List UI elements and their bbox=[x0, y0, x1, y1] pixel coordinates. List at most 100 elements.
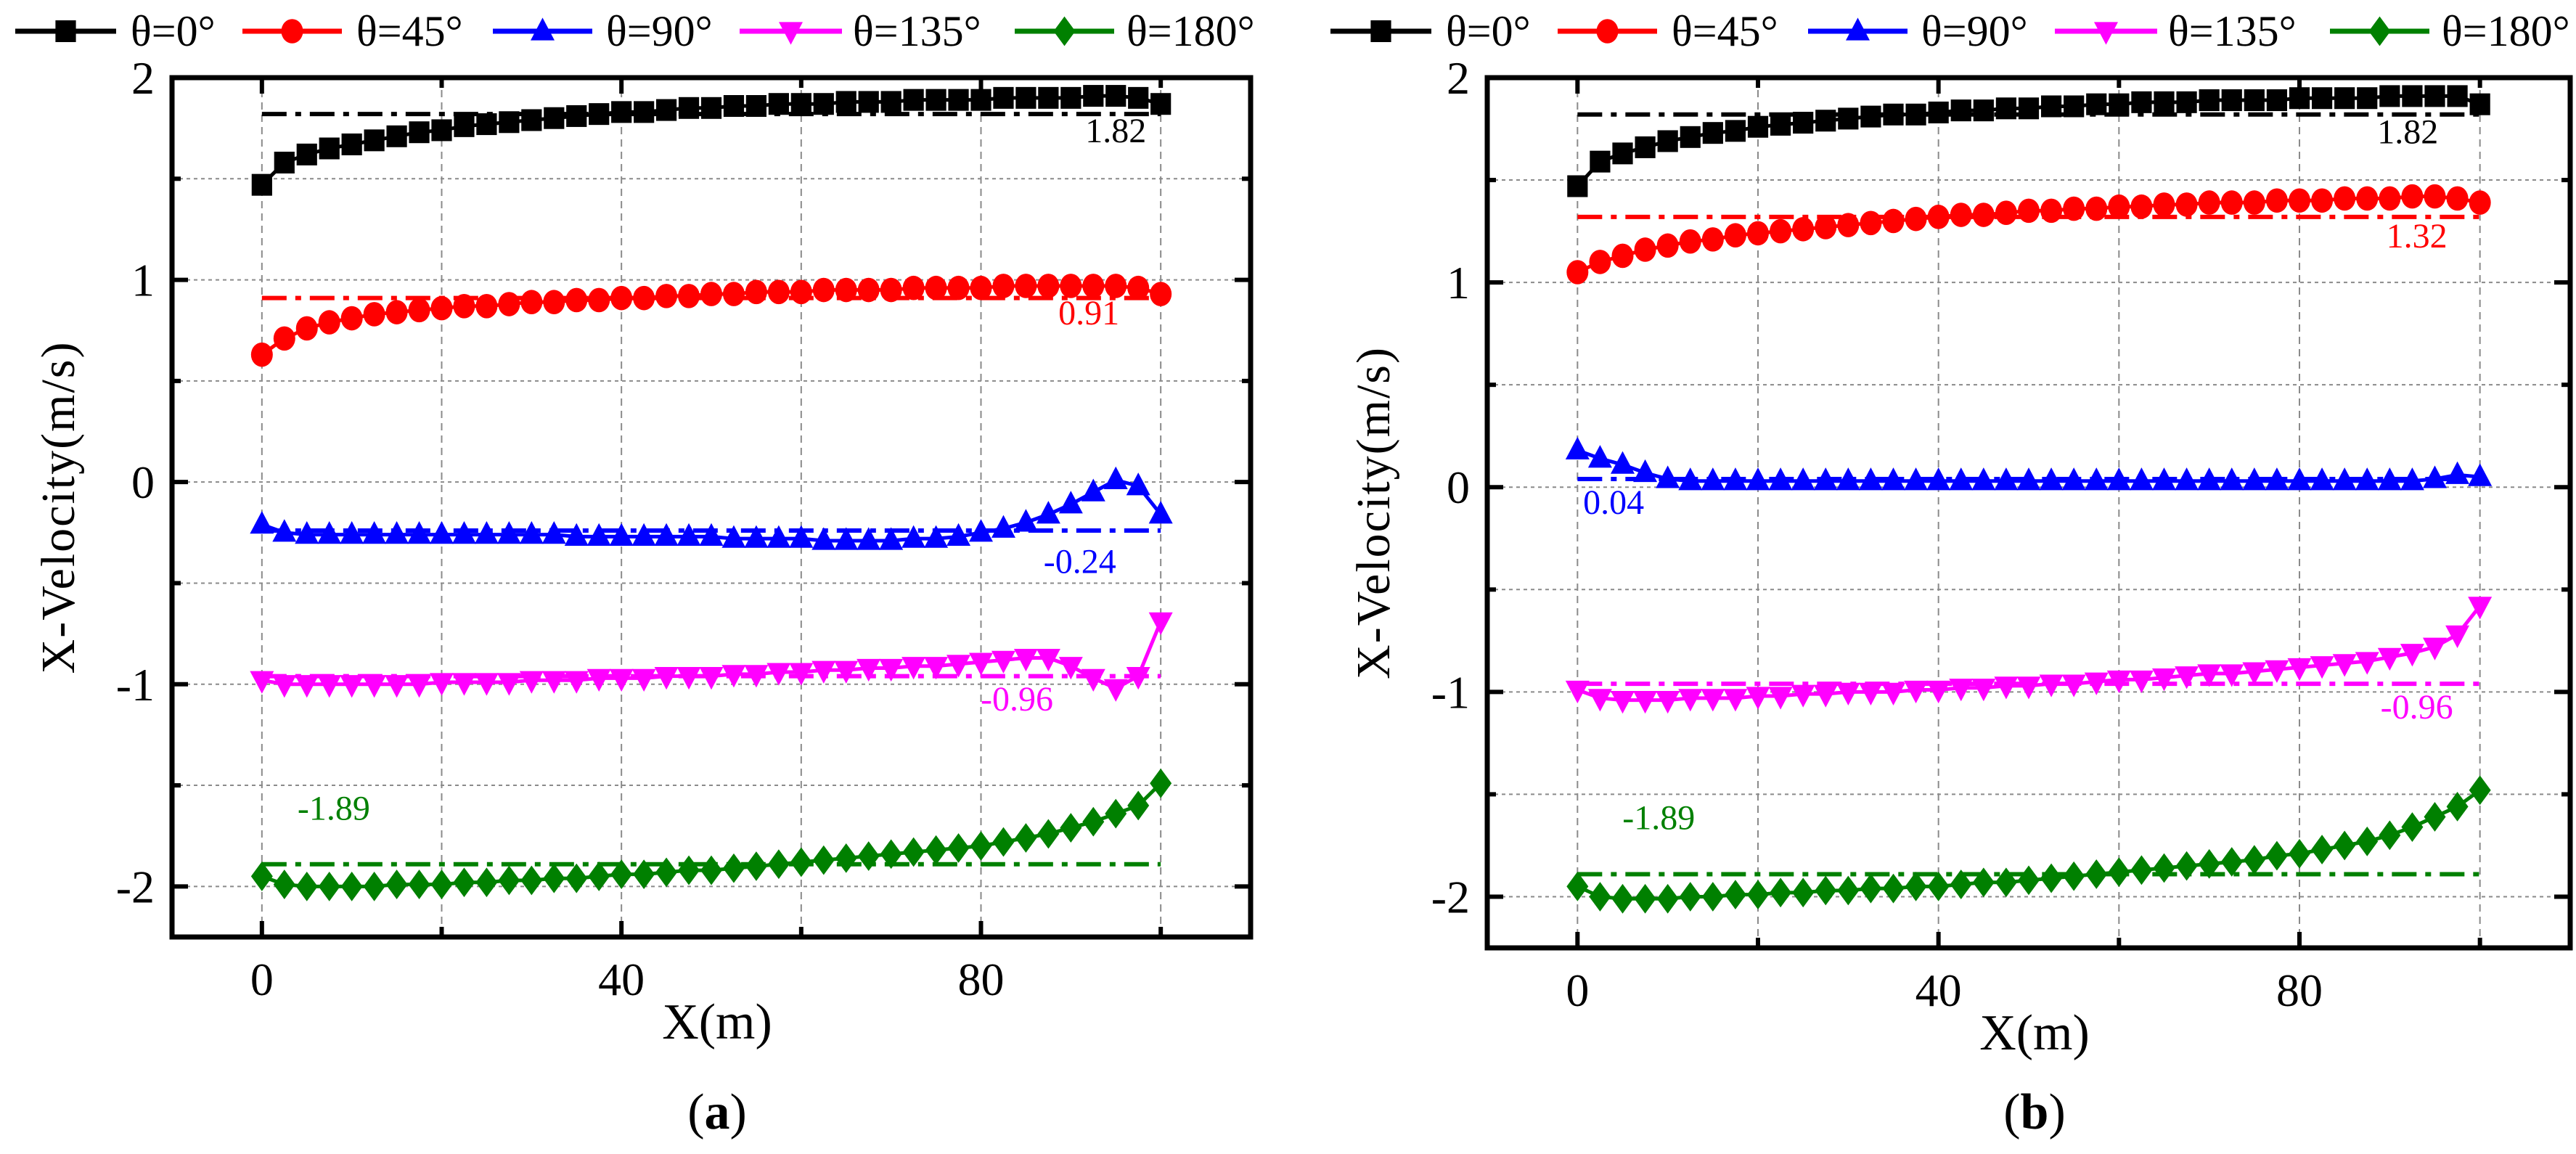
data-point bbox=[1103, 679, 1128, 702]
data-point bbox=[699, 523, 724, 546]
data-point bbox=[1679, 229, 1701, 254]
legend-item: θ=180° bbox=[2330, 7, 2570, 55]
data-point bbox=[2446, 791, 2469, 822]
data-point bbox=[2265, 188, 2288, 213]
data-point bbox=[1127, 275, 1150, 300]
x-tick-label: 0 bbox=[250, 954, 274, 1005]
data-point bbox=[856, 527, 881, 550]
data-point bbox=[1860, 873, 1882, 904]
data-point bbox=[453, 867, 475, 898]
data-point bbox=[496, 521, 521, 544]
data-point bbox=[2379, 820, 2401, 851]
data-point bbox=[385, 675, 409, 698]
data-point bbox=[946, 523, 971, 546]
data-point bbox=[1015, 86, 1036, 109]
data-point bbox=[1038, 86, 1059, 109]
data-point bbox=[544, 107, 565, 129]
data-point bbox=[2040, 198, 2063, 224]
data-point bbox=[2084, 467, 2109, 491]
legend-marker-circle-icon bbox=[281, 19, 303, 44]
data-point bbox=[1927, 205, 1950, 229]
data-point bbox=[2311, 188, 2334, 213]
data-point bbox=[700, 282, 722, 306]
data-point bbox=[2424, 184, 2446, 209]
data-point bbox=[2220, 467, 2244, 491]
data-point bbox=[811, 527, 836, 550]
data-point bbox=[2424, 802, 2446, 832]
data-point bbox=[2106, 467, 2131, 491]
data-point bbox=[1858, 467, 1883, 491]
y-tick-label: 2 bbox=[1447, 52, 1470, 104]
data-point bbox=[295, 675, 319, 698]
data-point bbox=[2265, 467, 2289, 491]
data-point bbox=[790, 847, 812, 877]
mean-label: -0.96 bbox=[981, 680, 1053, 719]
data-point bbox=[880, 277, 902, 303]
data-point bbox=[1950, 869, 1972, 899]
data-point bbox=[925, 835, 947, 865]
data-point bbox=[1791, 684, 1815, 708]
data-point bbox=[2152, 467, 2176, 491]
data-point bbox=[430, 295, 453, 321]
series-0: 1.82 bbox=[1567, 85, 2490, 197]
data-point bbox=[1150, 768, 1172, 798]
data-point bbox=[699, 667, 724, 690]
data-point bbox=[812, 277, 835, 303]
data-point bbox=[451, 673, 476, 696]
data-point bbox=[722, 853, 745, 883]
data-point bbox=[1995, 867, 2017, 898]
legend-marker-triangle-down-icon bbox=[2094, 22, 2118, 45]
data-point bbox=[2423, 465, 2447, 488]
data-point bbox=[969, 652, 993, 676]
data-point bbox=[1013, 648, 1038, 672]
data-point bbox=[970, 89, 991, 111]
legend-item: θ=45° bbox=[242, 7, 463, 55]
legend-marker-circle-icon bbox=[1596, 19, 1619, 44]
legend-label: θ=180° bbox=[1127, 7, 1255, 55]
legend-item: θ=135° bbox=[2055, 7, 2297, 55]
data-point bbox=[2334, 87, 2355, 110]
data-point bbox=[1813, 684, 1838, 708]
data-point bbox=[789, 663, 814, 686]
data-point bbox=[251, 173, 272, 196]
data-point bbox=[2199, 89, 2220, 112]
data-point bbox=[947, 833, 970, 863]
mean-label: -1.89 bbox=[1622, 798, 1695, 837]
data-point bbox=[1950, 99, 1971, 122]
data-point bbox=[2310, 467, 2334, 491]
data-point bbox=[362, 675, 387, 698]
legend-marker-square-icon bbox=[1370, 20, 1391, 42]
data-point bbox=[319, 137, 340, 160]
panel-a: θ=0° θ=45° θ=90° θ=135° θ=180° 0 40 80 -2 -1 0 1 2 X(… bbox=[15, 7, 1255, 1140]
data-point bbox=[1723, 467, 1748, 491]
data-point bbox=[474, 673, 499, 696]
data-point bbox=[1611, 243, 1634, 269]
data-point bbox=[2424, 85, 2445, 107]
legend-label: θ=45° bbox=[356, 7, 463, 55]
data-point bbox=[1882, 873, 1905, 904]
data-point bbox=[1926, 680, 1951, 704]
data-point bbox=[430, 521, 454, 544]
data-point bbox=[2198, 190, 2220, 215]
data-point bbox=[2108, 857, 2130, 888]
data-point bbox=[991, 515, 1015, 538]
data-point bbox=[2379, 186, 2401, 211]
data-point bbox=[498, 865, 520, 896]
data-point bbox=[654, 523, 679, 546]
data-point bbox=[2175, 192, 2198, 217]
data-point bbox=[1701, 227, 1724, 252]
data-point bbox=[2311, 87, 2333, 110]
data-point bbox=[1927, 871, 1950, 901]
data-point bbox=[1060, 813, 1082, 843]
data-point bbox=[1724, 880, 1746, 910]
data-point bbox=[1815, 110, 1836, 132]
data-point bbox=[902, 837, 925, 867]
data-point bbox=[1701, 882, 1724, 912]
legend-label: θ=135° bbox=[853, 7, 981, 55]
data-point bbox=[1058, 491, 1083, 514]
data-point bbox=[993, 86, 1014, 109]
data-point bbox=[790, 93, 811, 115]
data-point bbox=[2468, 463, 2493, 486]
data-point bbox=[2220, 190, 2243, 215]
data-point bbox=[700, 97, 722, 119]
